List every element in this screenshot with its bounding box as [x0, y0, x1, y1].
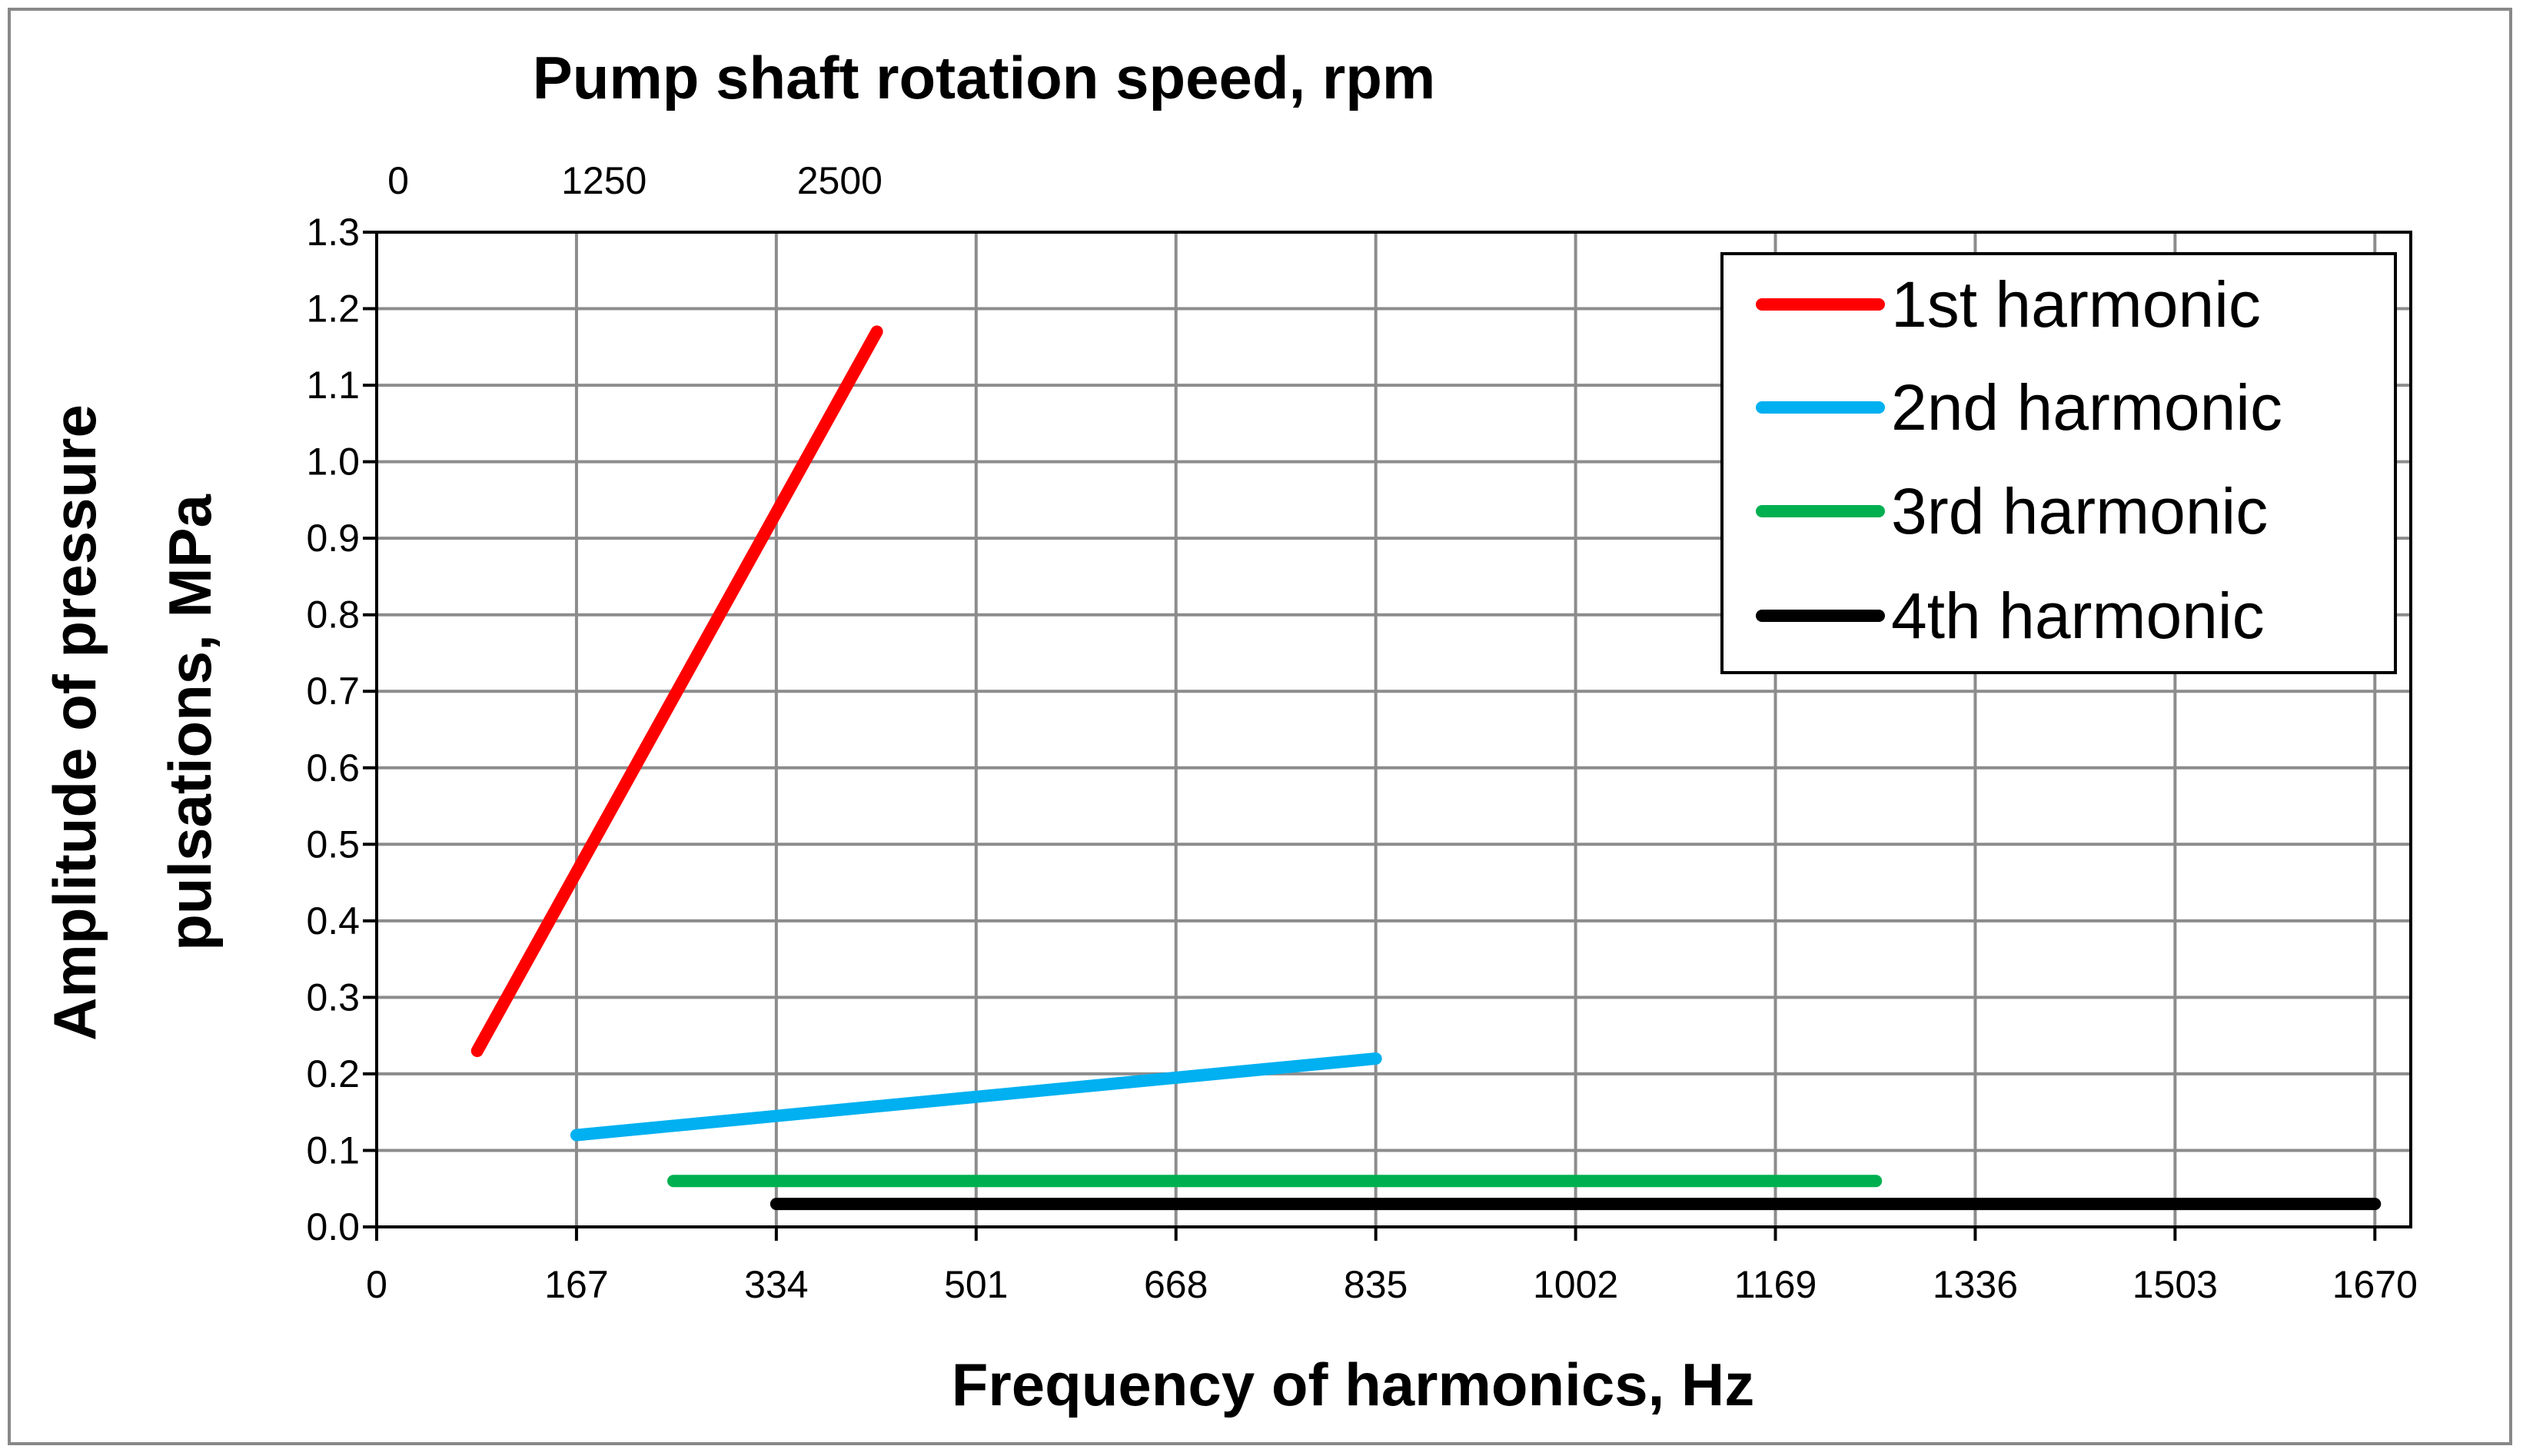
- y-tick-label: 0.8: [306, 593, 360, 637]
- x-axis-label: Frequency of harmonics, Hz: [952, 1351, 1755, 1418]
- legend-label-2: 2nd harmonic: [1891, 371, 2282, 444]
- y-tick-label: 1.1: [306, 364, 360, 407]
- y-tick-label: 1.0: [306, 440, 360, 484]
- legend-label-4: 4th harmonic: [1891, 580, 2265, 652]
- chart-frame: [8, 8, 2512, 1445]
- top-axis-tick-label: 0: [387, 159, 409, 202]
- x-tick-label: 1169: [1734, 1263, 1817, 1306]
- plot-area-border: [375, 231, 2412, 1228]
- y-tick-label: 0.5: [306, 823, 360, 866]
- y-tick-label: 0.3: [306, 976, 360, 1019]
- y-tick-label: 1.2: [306, 288, 360, 331]
- y-tick-label: 1.3: [306, 211, 360, 254]
- legend-label-3: 3rd harmonic: [1891, 475, 2268, 547]
- top-axis-tick-label: 1250: [561, 159, 647, 202]
- y-axis-label-line2: pulsations, MPa: [156, 494, 224, 951]
- series: [470, 325, 2382, 1211]
- legend: 1st harmonic 2nd harmonic 3rd harmonic 4th …: [1720, 252, 2397, 674]
- axis-ticks: 0.0 0.1 0.2 0.3 0.4 0.5 0.6 0.7 0.8 0.9 1.0 1.1 1.2 1…: [306, 159, 2417, 1306]
- y-tick-label: 0.1: [306, 1129, 360, 1172]
- x-tick-label: 1336: [1933, 1263, 2018, 1306]
- y-tick-label: 0.0: [306, 1205, 360, 1248]
- series-line-1: [470, 325, 883, 1058]
- y-tick-label: 0.7: [306, 670, 360, 713]
- x-tick-label: 334: [744, 1263, 808, 1306]
- top-axis-tick-label: 2500: [797, 159, 883, 202]
- legend-label-1: 1st harmonic: [1891, 268, 2261, 341]
- y-tick-label: 0.9: [306, 517, 360, 560]
- x-tick-label: 0: [366, 1263, 387, 1306]
- x-tick-label: 1670: [2332, 1263, 2418, 1306]
- series-line-2: [570, 1052, 1382, 1142]
- x-tick-label: 501: [944, 1263, 1008, 1306]
- x-tick-label: 835: [1344, 1263, 1408, 1306]
- y-tick-label: 0.6: [306, 746, 360, 789]
- y-tick-label: 0.4: [306, 899, 360, 942]
- y-tick-label: 0.2: [306, 1052, 360, 1095]
- x-tick-label: 1002: [1533, 1263, 1618, 1306]
- x-tick-label: 1503: [2132, 1263, 2218, 1306]
- y-axis-label-line1: Amplitude of pressure: [41, 404, 108, 1041]
- legend-box: [1720, 252, 2397, 674]
- chart-title: Pump shaft rotation speed, rpm: [533, 44, 1435, 111]
- x-tick-label: 167: [544, 1263, 608, 1306]
- x-tick-label: 668: [1144, 1263, 1208, 1306]
